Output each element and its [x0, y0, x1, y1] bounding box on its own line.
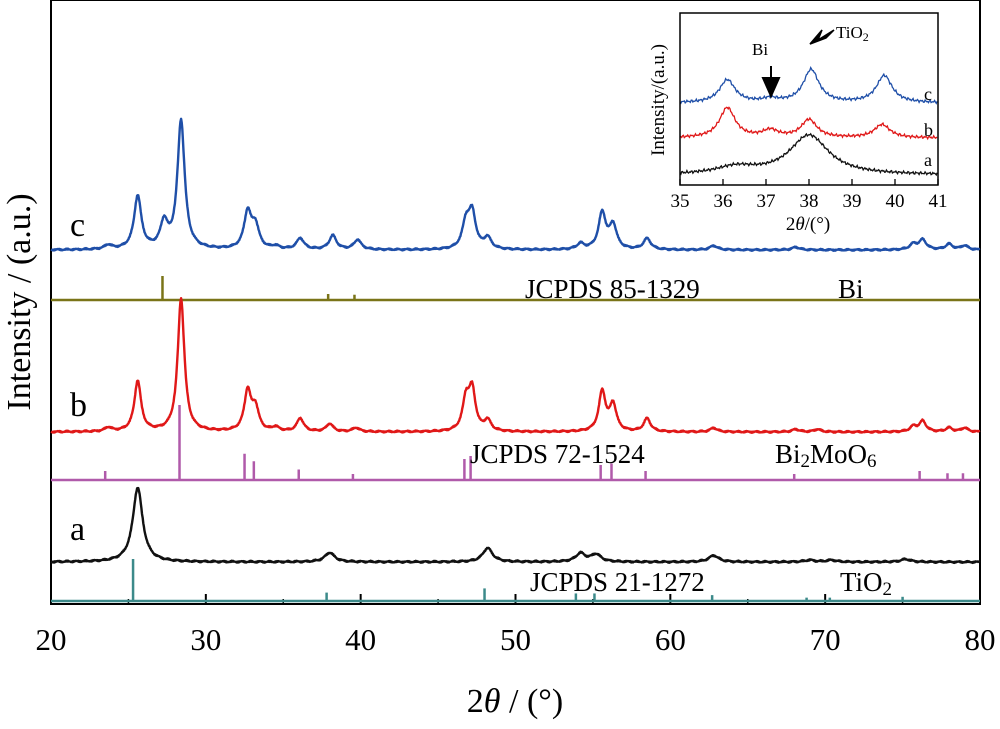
ref-label-tio2-phase: TiO2 — [840, 567, 892, 600]
series-line-c — [50, 117, 981, 252]
inset-annotation-bi: Bi — [752, 40, 768, 59]
main-x-tick-label: 40 — [345, 622, 376, 657]
inset-series-label-b: b — [924, 120, 933, 140]
inset-y-axis-title: Intensity/(a.u.) — [648, 44, 669, 156]
reference-patterns — [51, 276, 980, 603]
inset-series-line-b — [679, 106, 938, 141]
inset-series-label-a: a — [924, 150, 932, 170]
main-x-tick-label: 30 — [190, 622, 221, 657]
ref-label-bi-phase: Bi — [838, 274, 864, 304]
inset-series-line-a — [679, 132, 938, 177]
inset-arrow-tio2 — [809, 29, 835, 45]
main-x-tick-labels: 20 30 40 50 60 70 80 — [36, 622, 996, 657]
main-x-tick-label: 80 — [965, 622, 996, 657]
inset-x-tick-label: 40 — [886, 191, 905, 212]
inset-x-axis-title: 2θ/(°) — [786, 214, 830, 235]
ref-label-bimoo-jcpds: JCPDS 72-1524 — [470, 439, 645, 469]
main-x-tick-label: 20 — [36, 622, 67, 657]
inset-annotation-tio2: TiO2 — [836, 23, 869, 44]
main-x-tick-label: 50 — [500, 622, 531, 657]
main-series-group — [50, 117, 981, 564]
series-line-b — [50, 297, 981, 434]
main-y-axis-title: Intensity / (a.u.) — [1, 193, 38, 410]
inset-background — [680, 13, 938, 185]
inset-x-tick-label: 41 — [929, 191, 948, 212]
inset-x-tick-labels: 35 36 37 38 39 40 41 — [671, 191, 948, 212]
series-line-a — [50, 486, 981, 564]
series-label-a: a — [70, 511, 85, 548]
main-x-axis-title: 2θ / (°) — [467, 683, 563, 720]
inset-x-tick-label: 36 — [714, 191, 733, 212]
inset-x-tick-label: 38 — [800, 191, 819, 212]
inset-x-ticks — [679, 179, 939, 185]
ref-label-bi-jcpds: JCPDS 85-1329 — [525, 274, 700, 304]
ref-label-tio2-jcpds: JCPDS 21-1272 — [530, 567, 705, 597]
main-x-tick-label: 70 — [810, 622, 841, 657]
inset-x-tick-label: 35 — [671, 191, 690, 212]
inset-series-label-c: c — [924, 84, 932, 104]
inset-series-group — [679, 65, 938, 177]
inset-x-tick-label: 37 — [757, 191, 776, 212]
series-label-b: b — [70, 387, 87, 424]
series-label-c: c — [70, 207, 85, 244]
inset-series-line-c — [679, 65, 938, 105]
inset-x-tick-label: 39 — [843, 191, 862, 212]
ref-label-bimoo-phase: Bi2MoO6 — [775, 439, 877, 472]
inset-arrow-bi — [761, 66, 781, 99]
main-x-tick-label: 60 — [655, 622, 686, 657]
